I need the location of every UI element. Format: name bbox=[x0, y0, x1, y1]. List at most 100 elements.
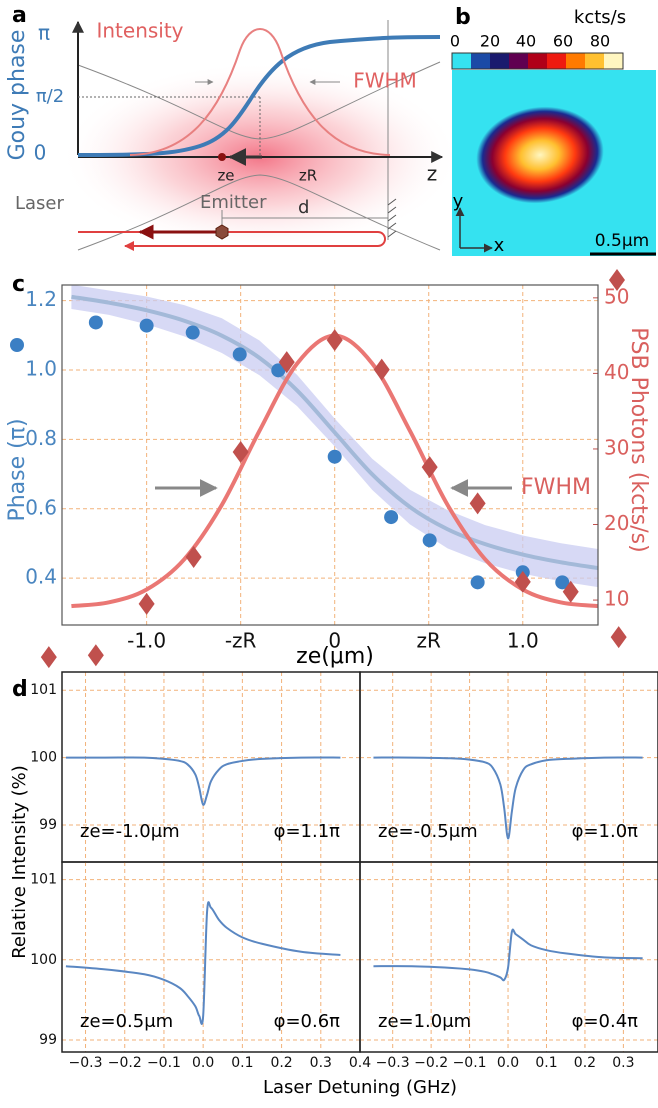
annotation: φ=0.4π bbox=[572, 1011, 639, 1032]
colorbar-cell bbox=[585, 53, 604, 69]
y2-tick-label: 10 bbox=[604, 587, 629, 611]
annotation: FWHM bbox=[521, 475, 591, 500]
x-tick-label: -zR bbox=[225, 629, 257, 653]
colorbar-cell bbox=[566, 53, 585, 69]
panel-a: a Gouy phase π π/2 0 Intensity FWHM z ze… bbox=[5, 3, 460, 252]
data-point bbox=[384, 510, 399, 525]
colorbar-tick: 60 bbox=[553, 32, 573, 51]
chart: 99 100 101 ze=-1.0μm φ=1.1π bbox=[30, 671, 361, 863]
x-tick-label: 0.2 bbox=[574, 1055, 596, 1071]
data-point bbox=[271, 363, 286, 378]
x-tick-label: 0.0 bbox=[192, 1055, 214, 1071]
beam-edge bbox=[77, 174, 441, 251]
annotation: ze=-1.0μm bbox=[80, 821, 180, 842]
axis-label: x bbox=[494, 235, 505, 256]
x-tick-label: -1.0 bbox=[127, 629, 166, 653]
data-point bbox=[88, 315, 103, 330]
data-point bbox=[422, 533, 437, 548]
chart: −0.3 −0.2 −0.1 0.0 0.1 0.2 0.3 0.4 99 100 101 ze=0.… bbox=[30, 861, 371, 1071]
chart: ze=-0.5μm φ=1.0π bbox=[359, 671, 658, 863]
data-point bbox=[555, 575, 570, 590]
colorbar-cell bbox=[547, 53, 566, 69]
confidence-band bbox=[71, 284, 599, 588]
data-point bbox=[373, 358, 390, 381]
chart: -1.0 -zR 0 zR 1.00.40.60.81.01.21020304050ze… bbox=[5, 269, 651, 669]
data-point bbox=[327, 449, 342, 464]
x-tick-label: −0.3 bbox=[69, 1055, 103, 1071]
x-tick-label: 0.0 bbox=[497, 1055, 519, 1071]
annotation: FWHM bbox=[353, 69, 417, 93]
annotation: d bbox=[298, 197, 309, 218]
axis-label: y bbox=[453, 191, 464, 212]
y-tick-label: 1.2 bbox=[25, 287, 57, 311]
colorbar-cell bbox=[471, 53, 490, 69]
colorbar-cell bbox=[528, 53, 547, 69]
y-tick-label: 100 bbox=[30, 952, 57, 968]
laser-beam bbox=[78, 231, 386, 251]
x-axis-label: Laser Detuning (GHz) bbox=[263, 1077, 457, 1098]
colorbar-unit: kcts/s bbox=[574, 7, 626, 28]
annotation: zR bbox=[299, 167, 317, 185]
colorbar-tick: 20 bbox=[480, 32, 500, 51]
x-tick-label: −0.2 bbox=[414, 1055, 448, 1071]
annotation: Laser bbox=[15, 193, 65, 214]
annotation: φ=0.6π bbox=[274, 1011, 341, 1032]
gouy-curve bbox=[77, 35, 441, 157]
tick-label: π bbox=[38, 21, 50, 45]
y-tick-label: 99 bbox=[39, 817, 57, 833]
data-point bbox=[421, 456, 438, 479]
data-line bbox=[65, 901, 341, 1025]
x-tick-label: −0.2 bbox=[108, 1055, 142, 1071]
data-point bbox=[470, 575, 485, 590]
colorbar-frame bbox=[451, 52, 624, 70]
panel-label: d bbox=[12, 677, 28, 702]
data-point bbox=[562, 580, 579, 603]
x-tick-label: 0.3 bbox=[310, 1055, 332, 1071]
x-tick-label: 0.3 bbox=[612, 1055, 634, 1071]
x-tick-label: −0.1 bbox=[147, 1055, 181, 1071]
tick-label: π/2 bbox=[36, 86, 64, 107]
colorbar bbox=[451, 52, 624, 70]
y-tick-label: 1.0 bbox=[25, 357, 57, 381]
data-point bbox=[139, 318, 154, 333]
colorbar-tick: 80 bbox=[590, 32, 610, 51]
plot-frame bbox=[359, 861, 658, 1053]
data-line bbox=[373, 756, 643, 840]
data-line bbox=[373, 928, 643, 982]
data-point bbox=[232, 440, 249, 463]
data-line bbox=[65, 756, 341, 806]
x-tick-label: −0.1 bbox=[453, 1055, 487, 1071]
intensity-curve bbox=[129, 28, 391, 156]
annotation: ze bbox=[217, 167, 234, 185]
y-tick-label: 101 bbox=[30, 682, 57, 698]
annotation: ze=-0.5μm bbox=[378, 821, 478, 842]
y-tick-label: 0.4 bbox=[25, 565, 57, 589]
y-tick-label: 100 bbox=[30, 750, 57, 766]
y-tick-label: 0.6 bbox=[25, 495, 57, 519]
data-point bbox=[610, 626, 627, 649]
x-tick-label: 0.1 bbox=[231, 1055, 253, 1071]
y-tick-label: 101 bbox=[30, 872, 57, 888]
data-point bbox=[469, 492, 486, 515]
emitter-point bbox=[218, 153, 226, 161]
annotation: ze=0.5μm bbox=[80, 1011, 173, 1032]
panel-b: b kcts/s 0 20 40 60 80 y x 0.5μm bbox=[450, 5, 656, 256]
tick-label: 0 bbox=[34, 141, 47, 165]
data-point bbox=[232, 347, 247, 362]
data-point bbox=[278, 351, 295, 374]
x-tick-label: 0.1 bbox=[535, 1055, 557, 1071]
scale-bar-label: 0.5μm bbox=[595, 231, 649, 251]
emission-spot bbox=[476, 106, 604, 204]
x-tick-label: 0.4 bbox=[349, 1055, 371, 1071]
data-point bbox=[514, 570, 531, 593]
colorbar-cell bbox=[490, 53, 509, 69]
data-point bbox=[40, 646, 57, 669]
panel-label: b bbox=[455, 5, 471, 30]
annotation: Intensity bbox=[96, 19, 183, 43]
annotation: Emitter bbox=[200, 192, 267, 213]
y-tick-label: 0.8 bbox=[25, 426, 57, 450]
y2-tick-label: 40 bbox=[604, 360, 629, 384]
data-line bbox=[71, 294, 599, 571]
colorbar-tick: 0 bbox=[450, 32, 460, 51]
panel-label: a bbox=[12, 3, 27, 28]
